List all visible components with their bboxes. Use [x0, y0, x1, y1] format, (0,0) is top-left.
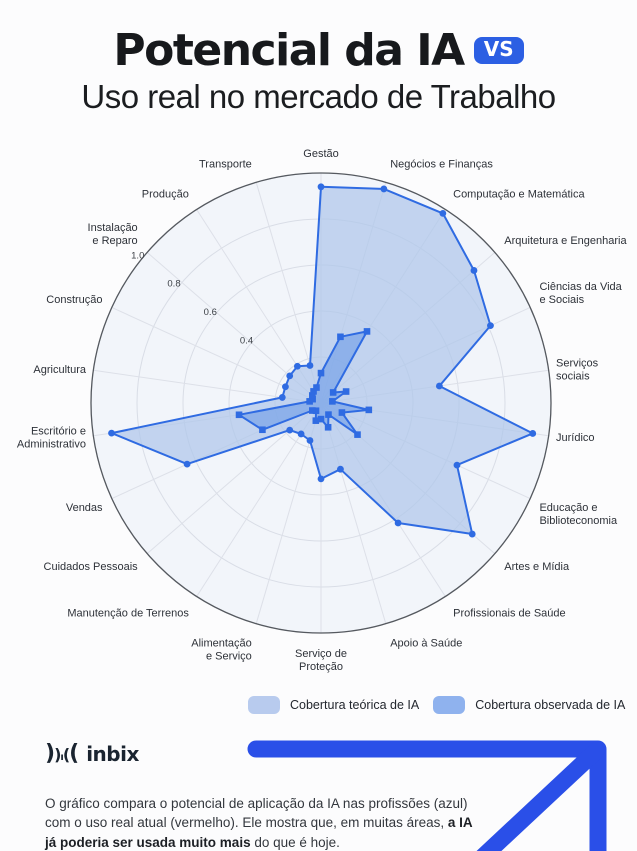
header: Potencial da IA VS Uso real no mercado de… — [0, 25, 637, 116]
svg-text:0.8: 0.8 — [167, 279, 180, 290]
svg-text:Apoio à Saúde: Apoio à Saúde — [390, 638, 462, 650]
svg-text:Gestão: Gestão — [303, 148, 338, 160]
svg-text:Produção: Produção — [142, 188, 189, 200]
legend-label: Cobertura observada de IA — [475, 698, 626, 712]
title-text: Potencial da IA — [113, 25, 465, 76]
svg-text:0.4: 0.4 — [240, 335, 253, 346]
svg-text:Cuidados Pessoais: Cuidados Pessoais — [44, 561, 139, 573]
page-subtitle: Uso real no mercado de Trabalho — [81, 78, 556, 116]
observed-coverage-swatch — [433, 696, 466, 714]
legend-label: Cobertura teórica de IA — [290, 698, 420, 712]
radar-chart: 0.4 0.6 0.8 1.0 Gestão Negócios e Finanças Com… — [0, 130, 637, 678]
svg-text:Construção: Construção — [46, 294, 102, 306]
svg-text:Manutenção de Terrenos: Manutenção de Terrenos — [67, 608, 189, 620]
svg-text:1.0: 1.0 — [131, 250, 144, 261]
legend-item-observed: Cobertura observada de IA — [433, 696, 625, 714]
svg-text:Negócios e Finanças: Negócios e Finanças — [390, 158, 493, 170]
vs-badge: VS — [473, 37, 524, 64]
legend-item-theoretical: Cobertura teórica de IA — [248, 696, 419, 714]
svg-text:Artes e Mídia: Artes e Mídia — [504, 561, 570, 573]
svg-text:Transporte: Transporte — [199, 158, 252, 170]
soundwave-logo-icon: ))ı(( — [45, 741, 79, 766]
svg-text:Jurídico: Jurídico — [556, 432, 595, 444]
page-title: Potencial da IA VS — [0, 25, 637, 76]
radar-chart-svg: 0.4 0.6 0.8 1.0 Gestão Negócios e Finanças Com… — [17, 148, 628, 673]
svg-text:0.6: 0.6 — [204, 307, 217, 318]
brand-logo: ))ı(( inbix — [45, 742, 139, 766]
svg-text:Computação e Matemática: Computação e Matemática — [453, 188, 585, 200]
svg-text:Agricultura: Agricultura — [33, 364, 86, 376]
svg-text:Arquitetura e Engenharia: Arquitetura e Engenharia — [504, 235, 627, 247]
svg-text:Profissionais de Saúde: Profissionais de Saúde — [453, 608, 566, 620]
svg-text:Vendas: Vendas — [66, 502, 103, 514]
brand-name: inbix — [86, 742, 139, 766]
caption-bold: a IA já poderia ser usada muito mais — [45, 815, 473, 850]
footer-caption: O gráfico compara o potencial de aplicaç… — [45, 794, 483, 851]
caption-pre: O gráfico compara o potencial de aplicaç… — [45, 795, 468, 831]
caption-post: do que é hoje. — [250, 834, 340, 850]
chart-legend: Cobertura teórica de IA Cobertura observ… — [248, 696, 625, 714]
theoretical-coverage-swatch — [248, 696, 280, 714]
